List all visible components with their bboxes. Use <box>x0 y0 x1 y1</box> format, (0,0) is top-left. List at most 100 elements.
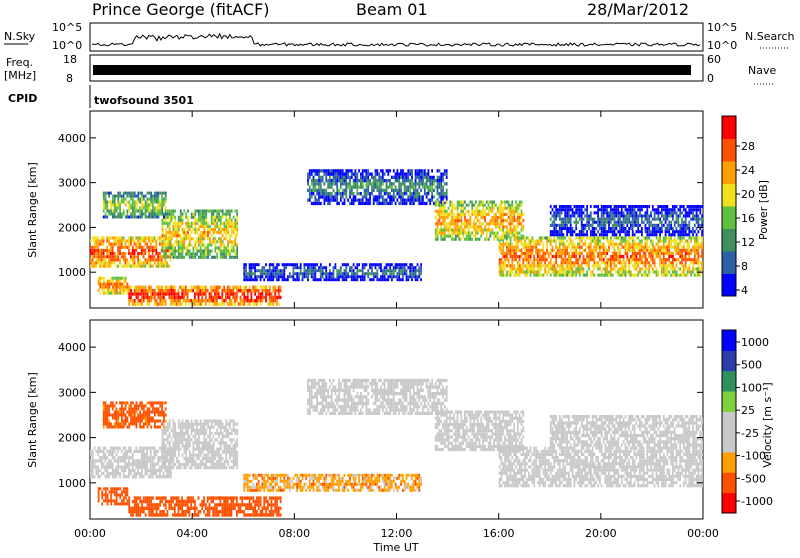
echo-cell <box>537 255 539 258</box>
echo-cell <box>375 266 377 269</box>
echo-cell <box>420 272 422 275</box>
echo-cell <box>648 221 650 224</box>
echo-cell <box>187 225 189 228</box>
echo-cell <box>603 224 605 227</box>
echo-cell <box>459 204 461 207</box>
echo-cell <box>325 176 327 179</box>
echo-cell <box>468 235 470 238</box>
echo-cell <box>574 205 576 208</box>
echo-cell <box>506 264 508 267</box>
echo-cell <box>557 255 559 258</box>
echo-cell <box>621 240 623 243</box>
echo-cell <box>608 211 610 214</box>
echo-cell <box>568 246 570 249</box>
echo-cell <box>202 210 204 213</box>
echo-cell <box>482 210 484 213</box>
echo-cell <box>207 253 209 256</box>
echo-cell <box>355 179 357 182</box>
echo-cell <box>502 213 504 216</box>
echo-cell <box>143 261 145 264</box>
echo-cell <box>515 258 517 261</box>
echo-cell <box>428 199 430 202</box>
echo-cell <box>176 222 178 225</box>
echo-cell <box>294 278 296 281</box>
echo-cell <box>698 224 700 227</box>
echo-cell <box>320 195 322 198</box>
echo-cell <box>632 274 634 277</box>
echo-cell <box>238 302 240 305</box>
echo-cell <box>205 302 207 305</box>
echo-cell <box>141 201 143 204</box>
echo-cell <box>411 169 413 172</box>
echo-cell <box>530 243 532 246</box>
echo-cell <box>280 269 282 272</box>
echo-cell <box>501 204 503 207</box>
echo-cell <box>101 255 103 258</box>
echo-cell <box>101 286 103 289</box>
echo-cell <box>180 240 182 243</box>
echo-cell <box>355 169 357 172</box>
echo-cell <box>654 230 656 233</box>
echo-cell <box>207 246 209 249</box>
echo-cell <box>501 258 503 261</box>
echo-cell <box>564 227 566 230</box>
echo-cell <box>508 252 510 255</box>
echo-cell <box>216 302 218 305</box>
echo-cell <box>599 243 601 246</box>
echo-cell <box>393 182 395 185</box>
echo-cell <box>411 199 413 202</box>
echo-cell <box>163 237 165 240</box>
echo-cell <box>145 204 147 207</box>
echo-cell <box>477 219 479 222</box>
echo-cell <box>499 261 501 264</box>
echo-cell <box>320 269 322 272</box>
echo-cell <box>125 246 127 249</box>
echo-cell <box>566 230 568 233</box>
echo-cell <box>477 232 479 235</box>
echo-cell <box>345 272 347 275</box>
echo-cell <box>232 286 234 289</box>
echo-cell <box>437 232 439 235</box>
echo-cell <box>546 252 548 255</box>
echo-cell <box>200 240 202 243</box>
echo-cell <box>612 230 614 233</box>
echo-cell <box>648 236 650 239</box>
echo-cell <box>108 261 110 264</box>
echo-cell <box>397 179 399 182</box>
echo-cell <box>572 271 574 274</box>
echo-cell <box>504 267 506 270</box>
echo-cell <box>221 292 223 295</box>
echo-cell <box>656 255 658 258</box>
echo-cell <box>442 179 444 182</box>
echo-cell <box>685 208 687 211</box>
echo-cell <box>628 243 630 246</box>
echo-cell <box>459 219 461 222</box>
echo-cell <box>313 186 315 189</box>
echo-cell <box>557 271 559 274</box>
echo-cell <box>154 302 156 305</box>
echo-cell <box>510 243 512 246</box>
echo-cell <box>665 214 667 217</box>
echo-cell <box>470 201 472 204</box>
echo-cell <box>114 459 116 462</box>
echo-cell <box>128 296 130 299</box>
echo-cell <box>235 219 237 222</box>
echo-cell <box>132 207 134 210</box>
echo-cell <box>418 186 420 189</box>
echo-cell <box>625 249 627 252</box>
echo-cell <box>203 299 205 302</box>
echo-cell <box>194 246 196 249</box>
echo-cell <box>327 192 329 195</box>
echo-cell <box>172 286 174 289</box>
echo-cell <box>105 258 107 261</box>
echo-cell <box>119 258 121 261</box>
echo-cell <box>530 246 532 249</box>
echo-cell <box>508 207 510 210</box>
echo-cell <box>457 232 459 235</box>
echo-cell <box>519 271 521 274</box>
echo-cell <box>692 267 694 270</box>
echo-cell <box>586 208 588 211</box>
echo-cell <box>665 221 667 224</box>
echo-cell <box>577 236 579 239</box>
echo-cell <box>479 210 481 213</box>
